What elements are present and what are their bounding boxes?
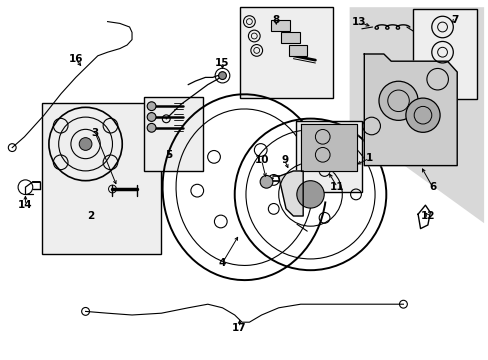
Circle shape [79, 138, 92, 150]
Bar [295, 121, 361, 192]
Bar [412, 9, 476, 99]
Text: 2: 2 [87, 211, 94, 221]
Bar [41, 103, 161, 254]
Circle shape [260, 175, 272, 188]
Bar [281, 32, 299, 43]
Text: 1: 1 [365, 153, 372, 163]
Circle shape [147, 102, 156, 111]
Text: 11: 11 [329, 182, 344, 192]
Text: 5: 5 [165, 150, 172, 160]
Polygon shape [300, 124, 356, 171]
Text: 4: 4 [218, 258, 226, 268]
Text: 7: 7 [450, 15, 458, 25]
Text: 10: 10 [254, 155, 268, 165]
Bar [271, 20, 289, 31]
Bar [288, 45, 306, 56]
Text: 16: 16 [68, 54, 83, 64]
Circle shape [378, 81, 417, 120]
Circle shape [147, 123, 156, 132]
Text: 12: 12 [420, 211, 434, 221]
Circle shape [218, 72, 226, 80]
Text: 8: 8 [272, 15, 279, 25]
Circle shape [296, 181, 324, 208]
Text: 6: 6 [428, 182, 435, 192]
Polygon shape [364, 54, 456, 166]
Polygon shape [278, 171, 303, 216]
Bar [144, 97, 203, 171]
Bar [239, 7, 332, 98]
Text: 9: 9 [281, 155, 287, 165]
Circle shape [405, 98, 439, 132]
Text: 14: 14 [18, 200, 33, 210]
Polygon shape [349, 7, 483, 223]
Text: 17: 17 [232, 323, 246, 333]
Text: 15: 15 [215, 58, 229, 68]
Circle shape [147, 113, 156, 121]
Text: 3: 3 [92, 128, 99, 138]
Text: 13: 13 [351, 17, 366, 27]
